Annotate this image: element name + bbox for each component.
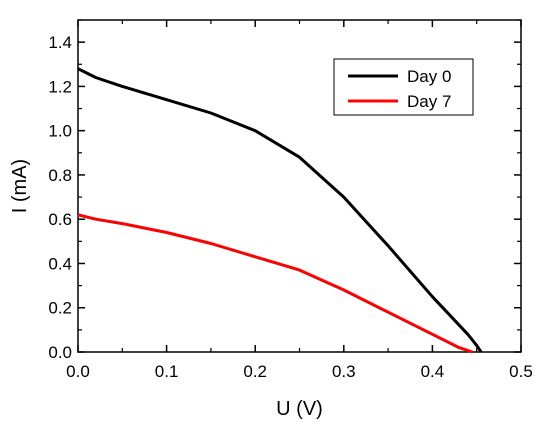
y-tick-label: 0.6 [48,210,72,229]
legend: Day 0 Day 7 [333,58,474,116]
x-tick-label: 0.1 [155,362,179,381]
x-axis-title: U (V) [276,398,323,420]
x-tick-label: 0.3 [332,362,356,381]
series-layer [77,67,483,354]
y-tick-label: 0.2 [48,299,72,318]
y-tick-label: 1.2 [48,77,72,96]
y-tick-label: 0.0 [48,343,72,362]
x-tick-label: 0.0 [66,362,90,381]
tick-layer: 0.0 0.1 0.2 0.3 0.4 0.5 0.0 0.2 0.4 0.6 0.8 1.0 1.2 1… [48,19,533,381]
x-tick-label: 0.2 [243,362,267,381]
y-tick-label: 1.4 [48,33,72,52]
legend-label-day0: Day 0 [407,67,451,86]
y-axis-title: I (mA) [9,159,31,213]
y-tick-label: 0.8 [48,166,72,185]
y-tick-label: 0.4 [48,254,72,273]
y-tick-label: 1.0 [48,122,72,141]
legend-label-day7: Day 7 [407,92,451,111]
legend-box [333,58,474,116]
plot-area: 0.0 0.1 0.2 0.3 0.4 0.5 0.0 0.2 0.4 0.6 0.8 1.0 1.2 1… [48,19,533,381]
series-line-day7 [77,213,473,354]
x-tick-label: 0.5 [509,362,533,381]
series-line-day0 [77,67,483,353]
x-tick-label: 0.4 [421,362,445,381]
